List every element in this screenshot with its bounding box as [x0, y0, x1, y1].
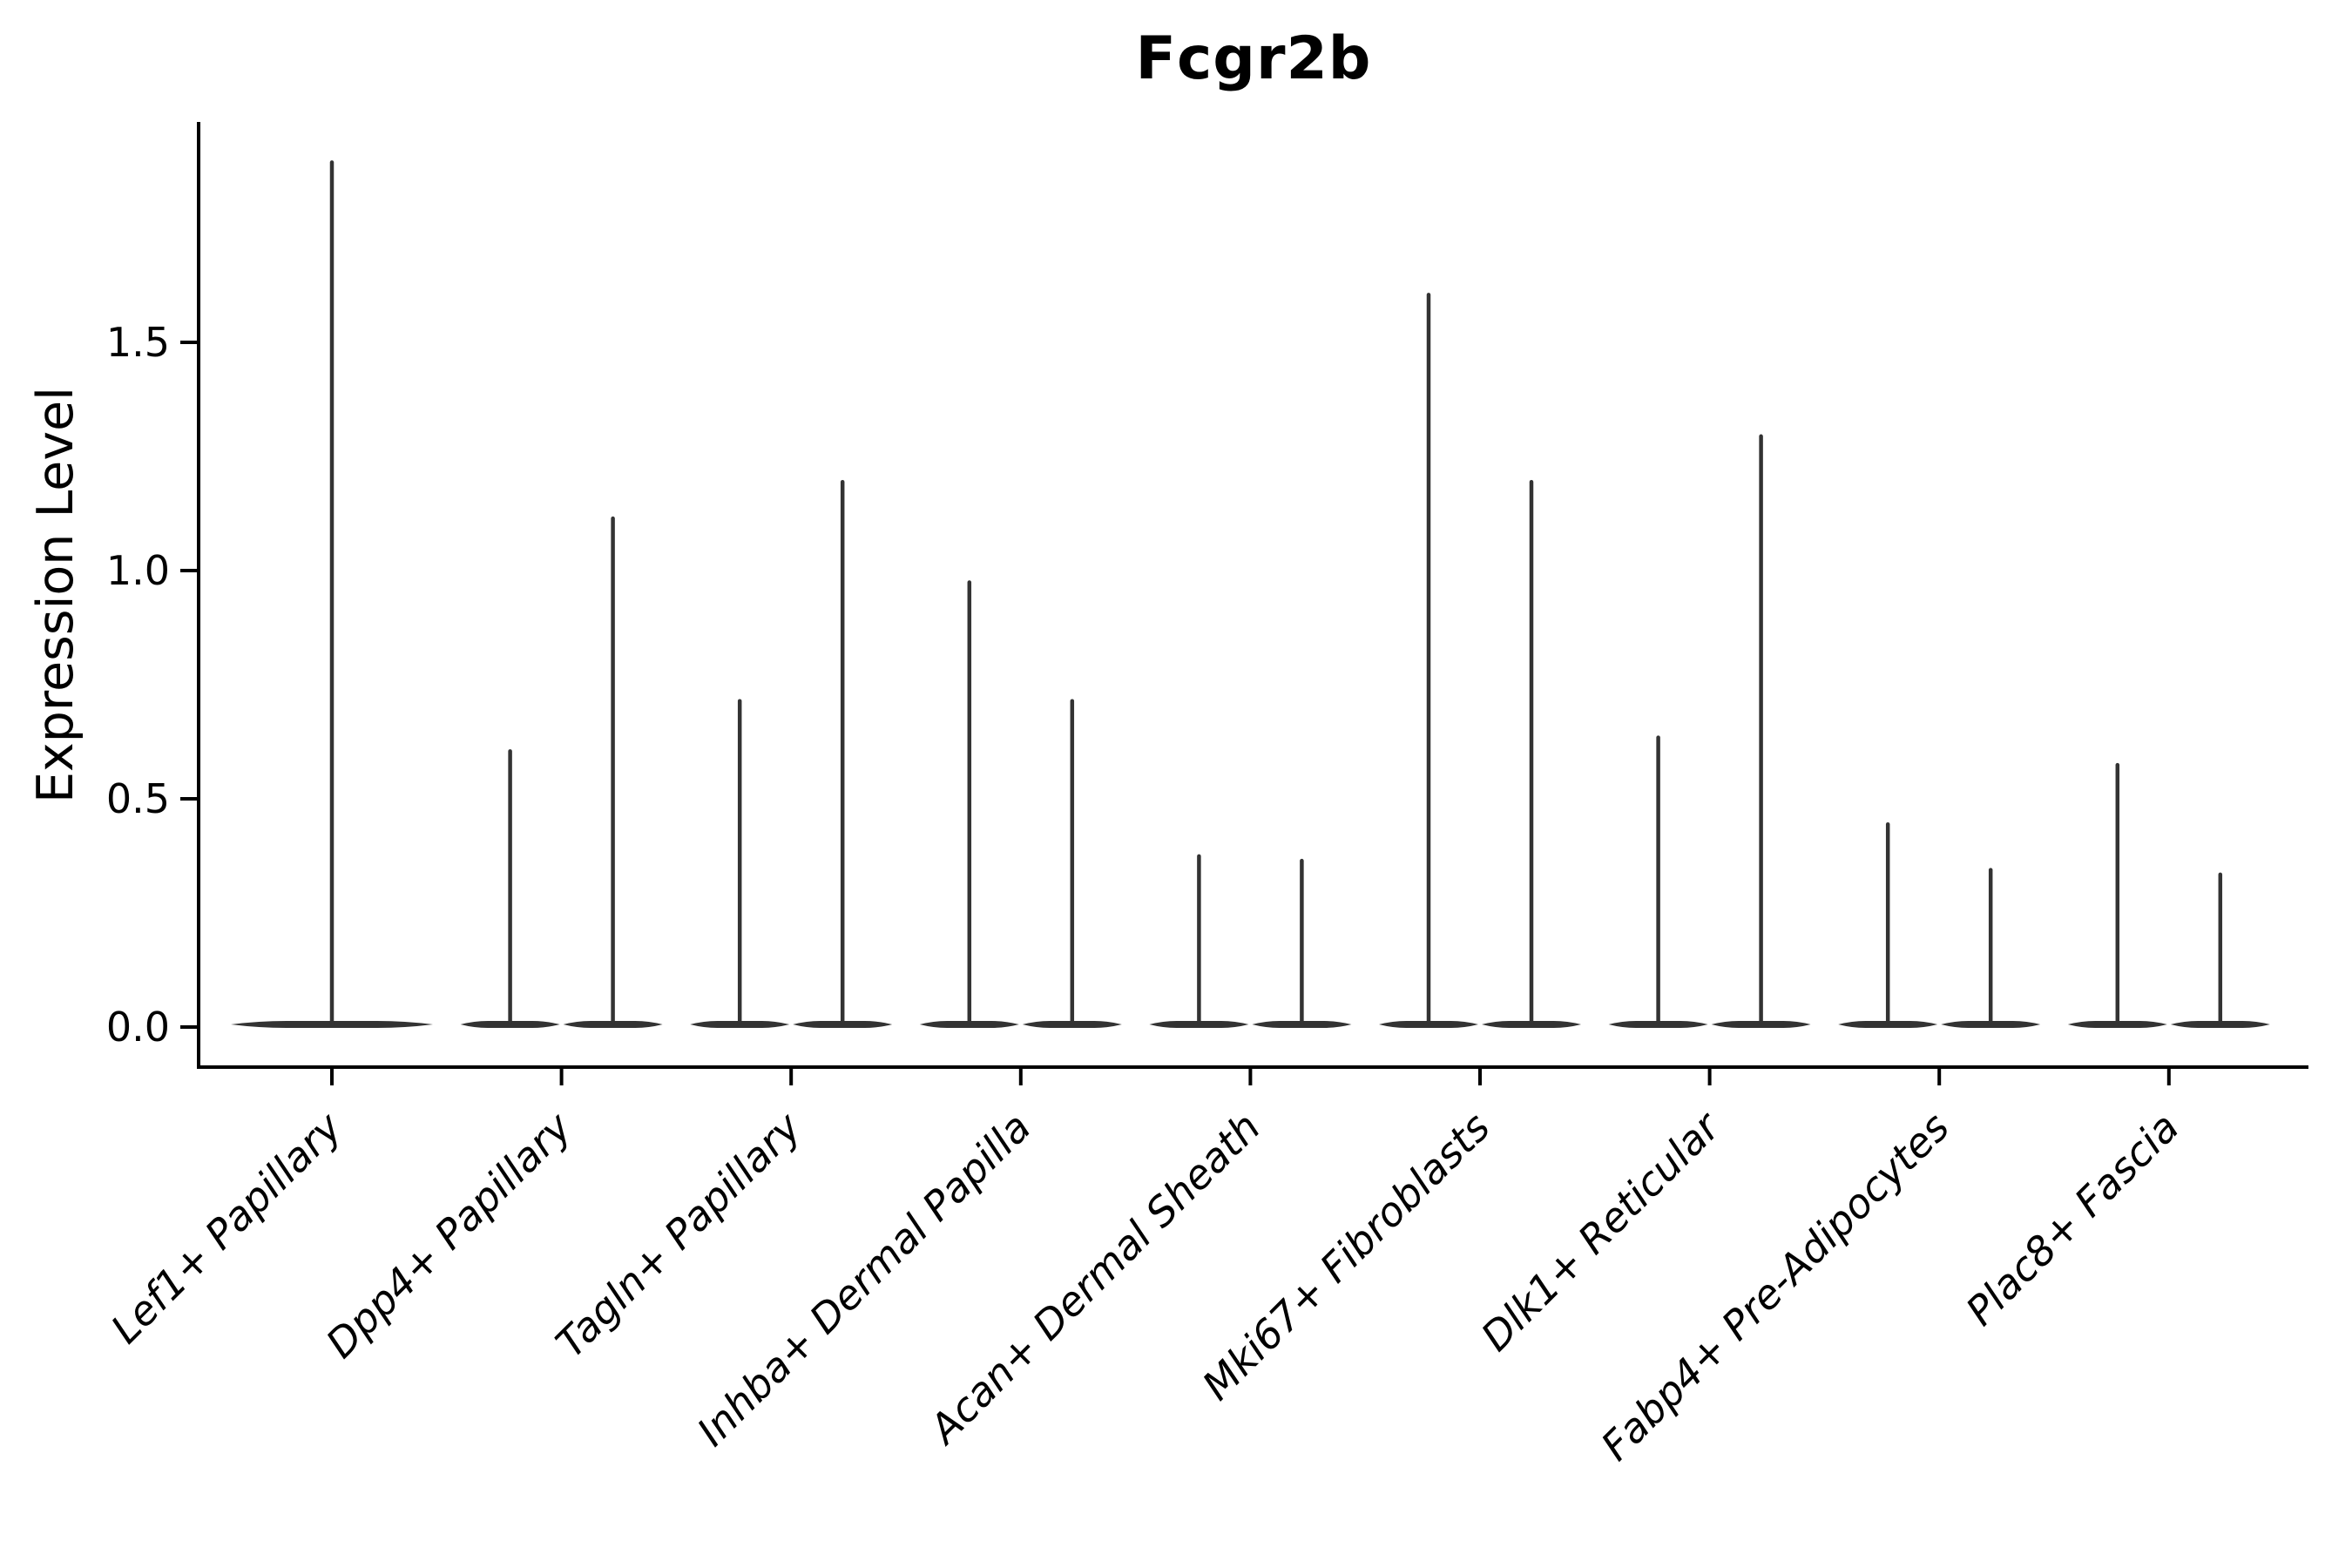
- x-tick-label: Tagln+ Papillary: [547, 1103, 811, 1367]
- chart-title: Fcgr2b: [1135, 24, 1372, 93]
- y-tick-label: 0.0: [106, 1004, 170, 1051]
- y-tick-label: 1.5: [106, 319, 170, 366]
- x-tick-label: Lef1+ Papillary: [102, 1103, 351, 1352]
- y-tick-label: 1.0: [106, 547, 170, 594]
- x-tick-label: Plac8+ Fascia: [1957, 1104, 2187, 1335]
- y-tick-label: 0.5: [106, 775, 170, 822]
- x-tick-label: Dlk1+ Reticular: [1472, 1101, 1731, 1360]
- x-tick-label: Dpp4+ Papillary: [317, 1103, 581, 1367]
